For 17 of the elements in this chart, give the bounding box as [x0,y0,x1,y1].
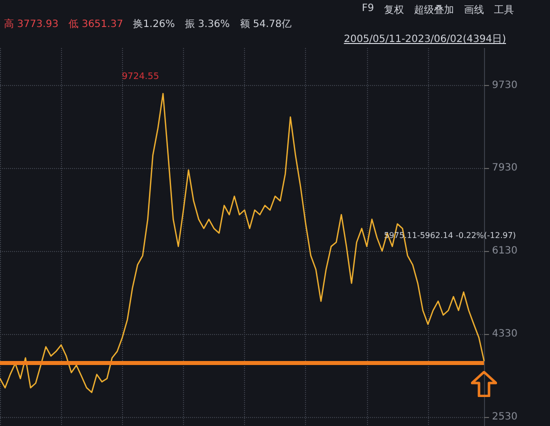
y-tick-label: 4330 [492,328,518,340]
annotation: 9724.55 [122,72,160,82]
text: 复权 [384,4,404,17]
text: F9 [362,3,374,16]
y-tick-label: 9730 [492,80,518,91]
text: 振 3.36% [184,18,230,31]
text: 超级叠加 [414,4,454,17]
text: 画线 [464,4,484,17]
y-tick-label: 7930 [492,162,518,174]
text: 低 3651.37 [68,18,124,31]
text: 工具 [494,4,514,17]
text: 额 54.78亿 [240,18,292,31]
text: 2005/05/11-2023/06/02(4394日) [344,33,506,46]
text: 换1.26% [133,18,175,31]
text: 高 3773.93 [4,18,59,31]
y-tick-label: 6130 [492,246,518,257]
y-tick-label: 2530 [492,411,518,422]
